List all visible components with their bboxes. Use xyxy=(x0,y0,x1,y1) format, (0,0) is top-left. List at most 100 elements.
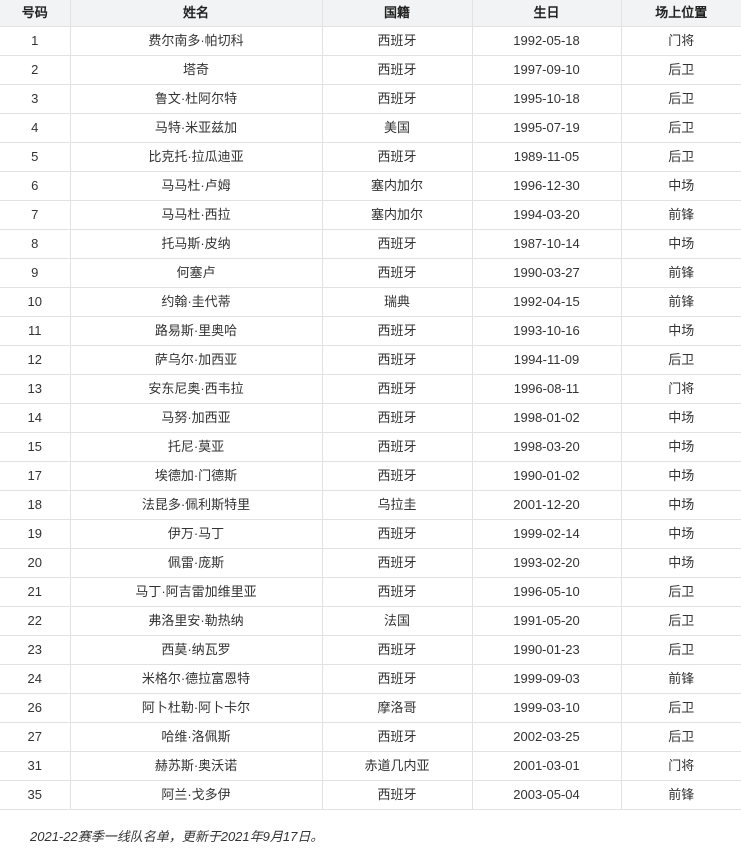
cell-number: 11 xyxy=(0,316,71,346)
cell-nationality: 美国 xyxy=(322,113,473,143)
player-row: 14 马努·加西亚 西班牙 1998-01-02 中场 xyxy=(0,403,741,433)
cell-position: 前锋 xyxy=(621,664,741,694)
cell-birthday: 1995-10-18 xyxy=(472,84,622,114)
cell-name: 马努·加西亚 xyxy=(70,403,323,433)
cell-position: 后卫 xyxy=(621,606,741,636)
cell-nationality: 瑞典 xyxy=(322,287,473,317)
player-row: 13 安东尼奥·西韦拉 西班牙 1996-08-11 门将 xyxy=(0,374,741,404)
cell-name: 马特·米亚兹加 xyxy=(70,113,323,143)
footer-note: 2021-22赛季一线队名单，更新于2021年9月17日。 xyxy=(30,828,324,844)
cell-birthday: 2003-05-04 xyxy=(472,780,622,810)
player-row: 22 弗洛里安·勒热纳 法国 1991-05-20 后卫 xyxy=(0,606,741,636)
cell-nationality: 西班牙 xyxy=(322,519,473,549)
cell-nationality: 西班牙 xyxy=(322,664,473,694)
player-row: 17 埃德加·门德斯 西班牙 1990-01-02 中场 xyxy=(0,461,741,491)
cell-number: 7 xyxy=(0,200,71,230)
column-header-position: 场上位置 xyxy=(621,0,741,27)
cell-position: 中场 xyxy=(621,171,741,201)
cell-birthday: 1991-05-20 xyxy=(472,606,622,636)
player-row: 3 鲁文·杜阿尔特 西班牙 1995-10-18 后卫 xyxy=(0,84,741,114)
cell-number: 14 xyxy=(0,403,71,433)
cell-number: 19 xyxy=(0,519,71,549)
player-row: 27 哈维·洛佩斯 西班牙 2002-03-25 后卫 xyxy=(0,722,741,752)
cell-number: 27 xyxy=(0,722,71,752)
cell-birthday: 1996-05-10 xyxy=(472,577,622,607)
cell-position: 后卫 xyxy=(621,142,741,172)
cell-nationality: 赤道几内亚 xyxy=(322,751,473,781)
player-row: 31 赫苏斯·奥沃诺 赤道几内亚 2001-03-01 门将 xyxy=(0,751,741,781)
cell-number: 5 xyxy=(0,142,71,172)
cell-name: 何塞卢 xyxy=(70,258,323,288)
player-row: 18 法昆多·佩利斯特里 乌拉圭 2001-12-20 中场 xyxy=(0,490,741,520)
cell-birthday: 1994-11-09 xyxy=(472,345,622,375)
cell-birthday: 1992-05-18 xyxy=(472,26,622,56)
cell-number: 23 xyxy=(0,635,71,665)
cell-nationality: 西班牙 xyxy=(322,84,473,114)
cell-nationality: 西班牙 xyxy=(322,577,473,607)
player-row: 2 塔奇 西班牙 1997-09-10 后卫 xyxy=(0,55,741,85)
cell-position: 中场 xyxy=(621,461,741,491)
cell-number: 21 xyxy=(0,577,71,607)
player-row: 5 比克托·拉瓜迪亚 西班牙 1989-11-05 后卫 xyxy=(0,142,741,172)
cell-position: 门将 xyxy=(621,26,741,56)
cell-position: 后卫 xyxy=(621,722,741,752)
player-row: 8 托马斯·皮纳 西班牙 1987-10-14 中场 xyxy=(0,229,741,259)
cell-position: 中场 xyxy=(621,316,741,346)
cell-name: 费尔南多·帕切科 xyxy=(70,26,323,56)
cell-name: 埃德加·门德斯 xyxy=(70,461,323,491)
cell-position: 后卫 xyxy=(621,55,741,85)
cell-nationality: 西班牙 xyxy=(322,722,473,752)
cell-nationality: 西班牙 xyxy=(322,635,473,665)
cell-position: 中场 xyxy=(621,229,741,259)
cell-birthday: 2001-12-20 xyxy=(472,490,622,520)
cell-number: 22 xyxy=(0,606,71,636)
cell-name: 米格尔·德拉富恩特 xyxy=(70,664,323,694)
cell-birthday: 1990-03-27 xyxy=(472,258,622,288)
cell-nationality: 塞内加尔 xyxy=(322,200,473,230)
cell-name: 赫苏斯·奥沃诺 xyxy=(70,751,323,781)
cell-name: 托马斯·皮纳 xyxy=(70,229,323,259)
cell-position: 门将 xyxy=(621,751,741,781)
cell-number: 17 xyxy=(0,461,71,491)
cell-position: 中场 xyxy=(621,403,741,433)
player-row: 12 萨乌尔·加西亚 西班牙 1994-11-09 后卫 xyxy=(0,345,741,375)
cell-name: 弗洛里安·勒热纳 xyxy=(70,606,323,636)
cell-nationality: 西班牙 xyxy=(322,432,473,462)
cell-nationality: 西班牙 xyxy=(322,345,473,375)
cell-position: 后卫 xyxy=(621,113,741,143)
cell-nationality: 摩洛哥 xyxy=(322,693,473,723)
player-row: 11 路易斯·里奥哈 西班牙 1993-10-16 中场 xyxy=(0,316,741,346)
cell-nationality: 西班牙 xyxy=(322,26,473,56)
cell-birthday: 1989-11-05 xyxy=(472,142,622,172)
cell-nationality: 西班牙 xyxy=(322,55,473,85)
player-row: 23 西莫·纳瓦罗 西班牙 1990-01-23 后卫 xyxy=(0,635,741,665)
cell-birthday: 1992-04-15 xyxy=(472,287,622,317)
cell-nationality: 西班牙 xyxy=(322,229,473,259)
cell-position: 前锋 xyxy=(621,200,741,230)
cell-name: 路易斯·里奥哈 xyxy=(70,316,323,346)
cell-position: 前锋 xyxy=(621,780,741,810)
cell-name: 鲁文·杜阿尔特 xyxy=(70,84,323,114)
cell-birthday: 1990-01-23 xyxy=(472,635,622,665)
cell-number: 3 xyxy=(0,84,71,114)
cell-name: 托尼·莫亚 xyxy=(70,432,323,462)
cell-nationality: 西班牙 xyxy=(322,403,473,433)
cell-number: 13 xyxy=(0,374,71,404)
cell-name: 马马杜·卢姆 xyxy=(70,171,323,201)
cell-name: 阿卜杜勒·阿卜卡尔 xyxy=(70,693,323,723)
cell-number: 10 xyxy=(0,287,71,317)
cell-name: 安东尼奥·西韦拉 xyxy=(70,374,323,404)
cell-number: 12 xyxy=(0,345,71,375)
cell-nationality: 塞内加尔 xyxy=(322,171,473,201)
cell-birthday: 1996-08-11 xyxy=(472,374,622,404)
player-row: 21 马丁·阿吉雷加维里亚 西班牙 1996-05-10 后卫 xyxy=(0,577,741,607)
cell-position: 前锋 xyxy=(621,287,741,317)
column-header-nationality: 国籍 xyxy=(322,0,473,27)
cell-birthday: 1998-03-20 xyxy=(472,432,622,462)
cell-position: 中场 xyxy=(621,519,741,549)
cell-position: 中场 xyxy=(621,490,741,520)
player-row: 7 马马杜·西拉 塞内加尔 1994-03-20 前锋 xyxy=(0,200,741,230)
cell-birthday: 1999-02-14 xyxy=(472,519,622,549)
cell-name: 比克托·拉瓜迪亚 xyxy=(70,142,323,172)
